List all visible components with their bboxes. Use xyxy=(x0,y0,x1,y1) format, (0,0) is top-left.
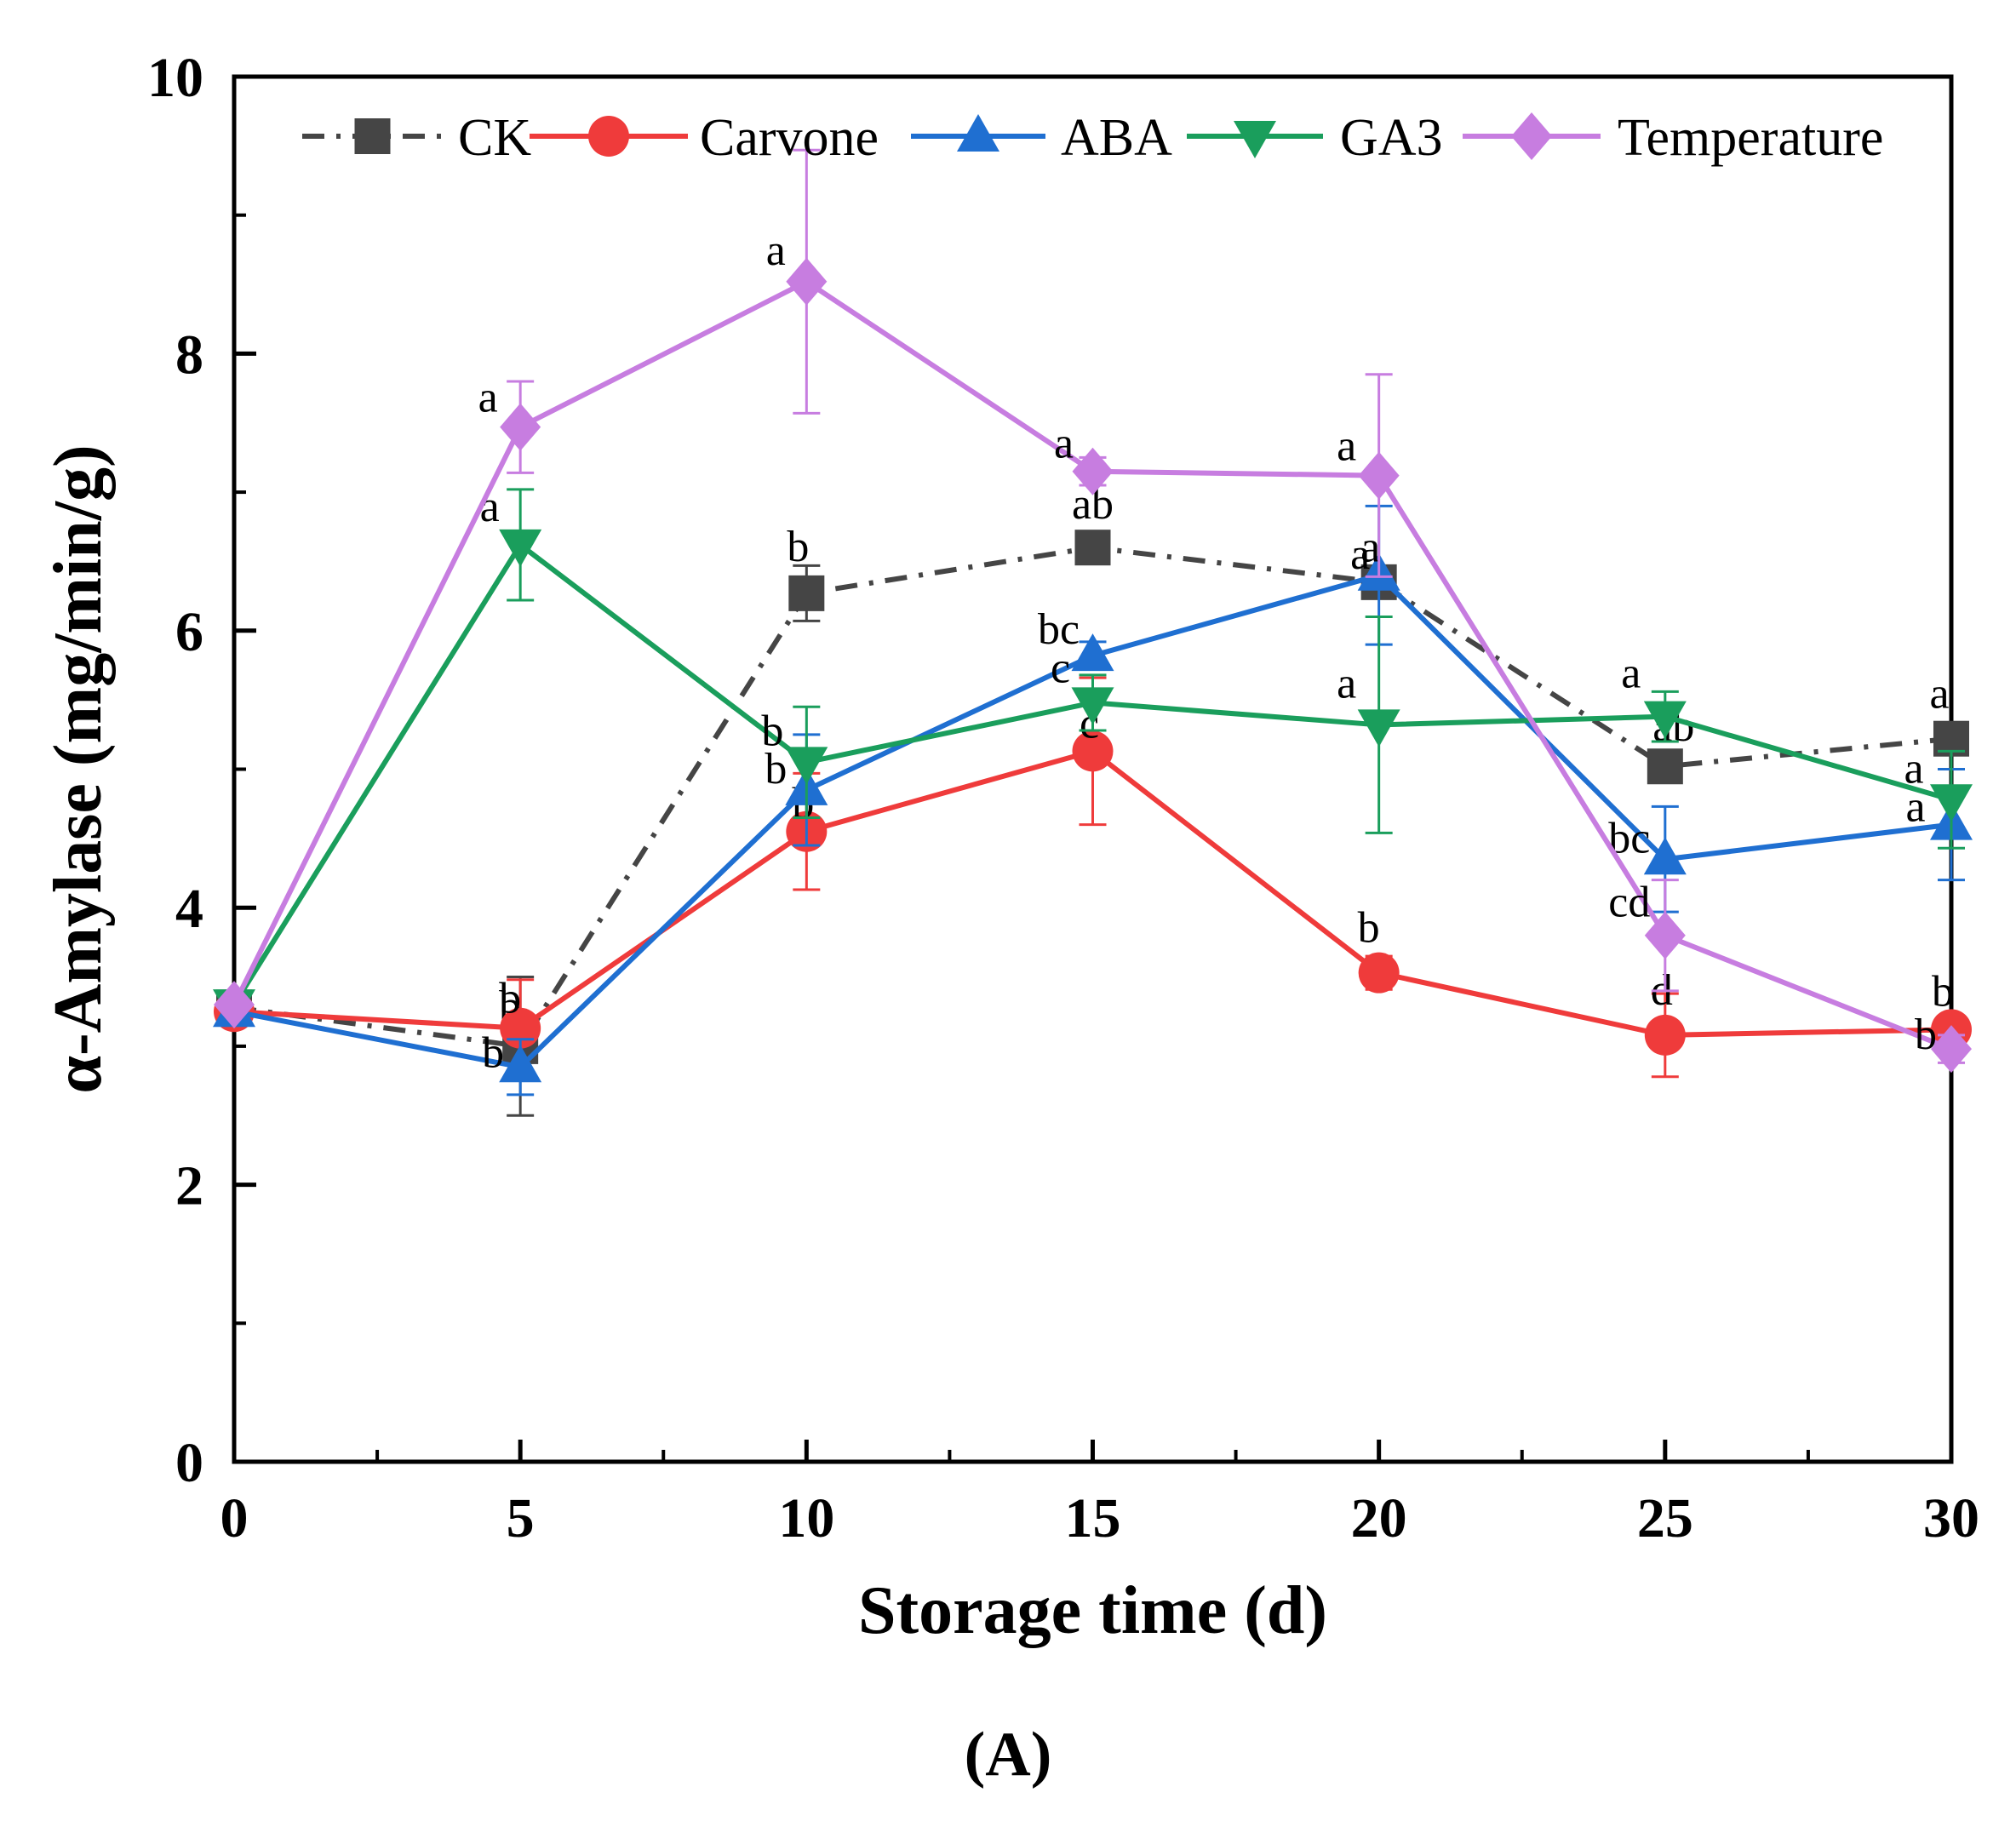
y-tick-label: 2 xyxy=(175,1155,203,1217)
significance-label: a xyxy=(1621,650,1641,698)
data-point xyxy=(1072,447,1114,495)
legend-marker xyxy=(957,114,999,152)
data-point xyxy=(499,1045,542,1083)
series-carvone: bbcbdb xyxy=(214,676,1972,1079)
data-point xyxy=(1357,709,1400,747)
x-tick-label: 25 xyxy=(1637,1487,1693,1549)
data-point xyxy=(1644,911,1686,959)
significance-label: b xyxy=(765,745,787,793)
x-tick-label: 15 xyxy=(1065,1487,1121,1549)
legend-label: Temperature xyxy=(1618,109,1883,167)
data-point xyxy=(1643,701,1687,739)
legend-marker xyxy=(588,116,629,157)
legend-item-temperature: Temperature xyxy=(1463,109,1883,167)
y-tick-label: 8 xyxy=(175,324,203,386)
legend-label: CK xyxy=(458,109,531,167)
legend-marker xyxy=(354,118,391,154)
data-point xyxy=(1643,837,1687,875)
y-axis-title: α-Amylase (mg/min/g) xyxy=(41,444,116,1093)
significance-label: a xyxy=(1360,524,1380,572)
x-tick-label: 10 xyxy=(778,1487,834,1549)
significance-label: b xyxy=(787,523,809,571)
series-ga3: abc a aa xyxy=(213,483,1973,1028)
data-point xyxy=(786,257,828,306)
data-point xyxy=(500,403,541,451)
data-point xyxy=(1072,730,1114,772)
significance-label: b xyxy=(1358,904,1380,953)
significance-label: a xyxy=(1054,420,1074,468)
legend-item-ga3: GA3 xyxy=(1187,109,1443,167)
significance-label: bc xyxy=(1038,605,1080,654)
significance-label: c xyxy=(1051,644,1070,692)
significance-label: a xyxy=(1905,783,1925,832)
significance-label: a xyxy=(478,374,498,422)
data-point xyxy=(1071,687,1114,725)
legend-item-carvone: Carvone xyxy=(530,109,879,167)
y-tick-label: 0 xyxy=(175,1432,203,1494)
legend: CK Carvone ABA GA3 Temperature xyxy=(302,109,1883,167)
data-point xyxy=(785,747,828,785)
significance-label: a xyxy=(1350,530,1370,579)
significance-label: a xyxy=(1929,670,1949,719)
y-tick-label: 4 xyxy=(175,878,203,940)
significance-label: a xyxy=(766,226,786,275)
panel-label: (A) xyxy=(965,1720,1052,1790)
data-point xyxy=(1074,530,1111,566)
significance-label: b xyxy=(761,707,783,755)
legend-label: GA3 xyxy=(1340,109,1443,167)
significance-label: b xyxy=(1932,967,1954,1016)
y-tick-label: 6 xyxy=(175,601,203,663)
significance-label: a xyxy=(1337,659,1356,707)
x-tick-label: 20 xyxy=(1351,1487,1407,1549)
x-tick-label: 0 xyxy=(220,1487,249,1549)
series-layer: bbabaababbcbdbbbbcabcaabcaaaaaaacdb xyxy=(213,148,1973,1117)
legend-label: ABA xyxy=(1061,109,1172,167)
significance-label: b xyxy=(499,975,521,1023)
x-axis-title: Storage time (d) xyxy=(858,1573,1327,1648)
legend-item-aba: ABA xyxy=(911,109,1172,167)
legend-marker xyxy=(1234,121,1276,158)
data-point xyxy=(1930,784,1973,822)
data-point xyxy=(1931,1025,1972,1074)
data-point xyxy=(1647,748,1683,785)
data-point xyxy=(499,529,542,567)
data-point xyxy=(788,575,825,611)
data-point xyxy=(214,981,255,1029)
significance-label: a xyxy=(1337,422,1356,471)
data-point xyxy=(1644,1014,1686,1056)
significance-label: a xyxy=(1904,744,1923,793)
legend-item-ck: CK xyxy=(302,109,531,167)
axes: 0 5 10 15 20 25 30 0 2 4 6 8 10 xyxy=(147,47,1979,1549)
x-tick-label: 30 xyxy=(1923,1487,1979,1549)
significance-label: b xyxy=(1915,1011,1937,1059)
significance-label: cd xyxy=(1608,879,1650,927)
x-tick-label: 5 xyxy=(507,1487,535,1549)
data-point xyxy=(1358,952,1400,994)
legend-label: Carvone xyxy=(700,109,879,167)
legend-marker xyxy=(1511,112,1552,160)
data-point xyxy=(1071,633,1114,672)
data-point xyxy=(1358,451,1400,500)
significance-label: b xyxy=(482,1028,504,1077)
y-tick-label: 10 xyxy=(147,47,203,109)
